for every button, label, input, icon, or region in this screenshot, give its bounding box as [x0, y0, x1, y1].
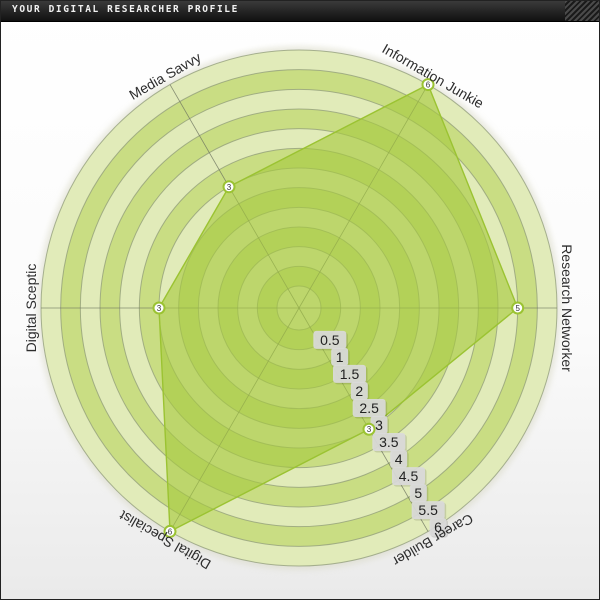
ring-label-box — [352, 398, 386, 417]
ring-label: 4.5 — [399, 468, 419, 484]
data-point-label: 3 — [227, 183, 232, 192]
ring-label: 5 — [414, 485, 422, 501]
data-point — [163, 524, 177, 538]
ring-label-box — [333, 364, 366, 383]
ring-label-box — [429, 518, 447, 537]
ring-label-group: 3.5 — [372, 433, 407, 453]
ring-label: 3 — [375, 417, 383, 433]
ring-label: 1.5 — [340, 366, 360, 382]
axis-label: Digital Sceptic — [23, 264, 39, 353]
data-point-label: 3 — [157, 304, 162, 313]
ring-label-group: 5 — [409, 484, 429, 504]
ring-label: 4 — [395, 451, 403, 467]
ring-label: 6 — [434, 519, 442, 535]
ring-label-group: 1.5 — [333, 364, 368, 385]
ring-label-box — [372, 433, 406, 452]
data-point-label: 6 — [168, 527, 173, 536]
ring-label-group: 0.5 — [313, 330, 348, 351]
ring-label-box — [409, 484, 427, 503]
title-bar-decoration — [565, 1, 599, 21]
title-bar: YOUR DIGITAL RESEARCHER PROFILE — [1, 1, 599, 22]
ring-label: 5.5 — [418, 502, 438, 518]
ring-label-box — [331, 347, 349, 366]
data-point-label: 6 — [426, 81, 431, 90]
ring-label-box — [411, 501, 445, 520]
ring-label-group: 6 — [429, 518, 448, 538]
ring-label-group: 2.5 — [352, 398, 388, 419]
ring-label: 3.5 — [379, 434, 399, 450]
axis-label: Research Networker — [559, 244, 575, 372]
data-point — [362, 422, 376, 436]
ring-label: 1 — [336, 349, 344, 365]
ring-label-box — [313, 330, 347, 349]
data-point — [421, 78, 435, 92]
ring-label-box — [392, 467, 425, 486]
data-point-label: 5 — [515, 304, 520, 313]
ring-label-group: 5.5 — [411, 501, 447, 521]
ring-label-group: 4 — [390, 450, 409, 470]
ring-label: 2.5 — [359, 400, 379, 416]
ring-label-box — [350, 381, 368, 400]
ring-label-group: 2 — [350, 381, 370, 402]
ring-label-box — [390, 450, 408, 469]
data-point-label: 3 — [367, 425, 372, 434]
ring-label-group: 4.5 — [392, 467, 427, 487]
data-point — [222, 180, 236, 194]
data-point — [511, 301, 525, 315]
ring-label: 0.5 — [320, 332, 340, 348]
ring-label: 2 — [355, 383, 363, 399]
ring-label-group: 1 — [331, 347, 350, 368]
chart-title: YOUR DIGITAL RESEARCHER PROFILE — [12, 4, 239, 15]
data-point — [152, 301, 166, 315]
